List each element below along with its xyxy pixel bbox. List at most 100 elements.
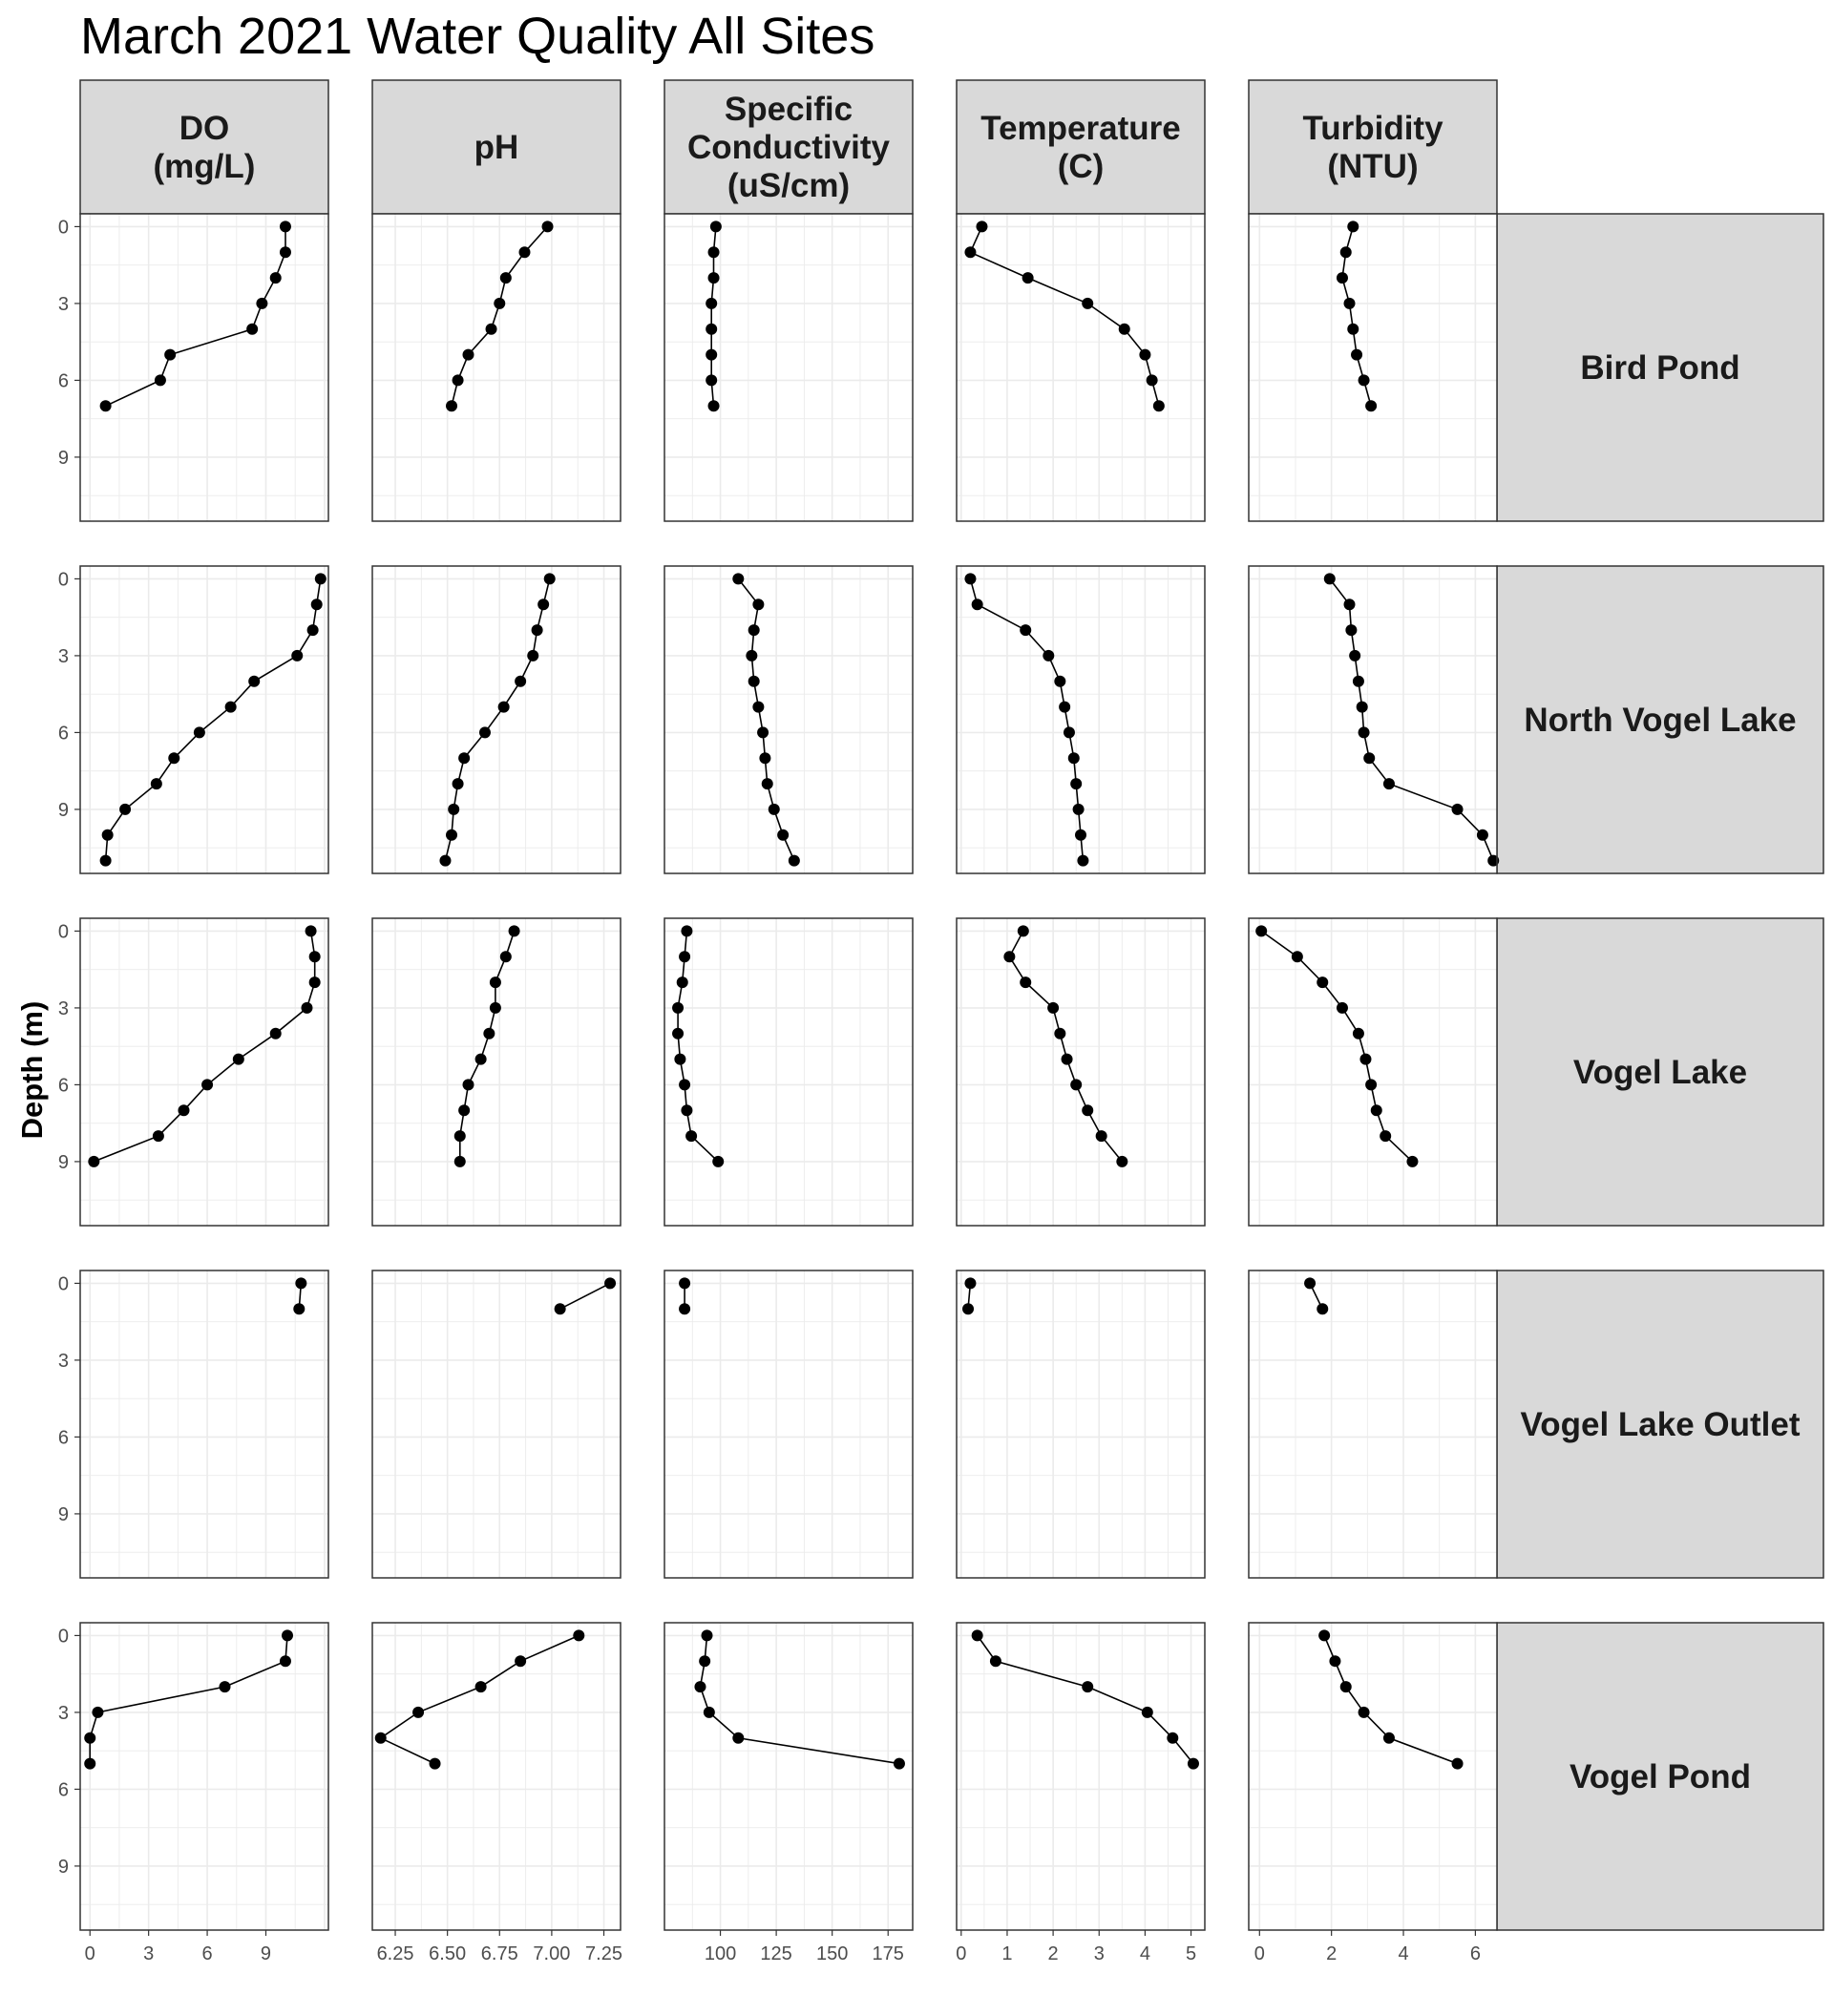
data-point <box>706 374 718 387</box>
data-point <box>453 1130 466 1143</box>
panel-border <box>956 1270 1206 1579</box>
data-point <box>515 675 527 687</box>
profile-line <box>94 931 316 1163</box>
data-point <box>1382 1732 1395 1744</box>
x-tick-label: 125 <box>760 1943 791 1964</box>
data-point <box>706 348 718 361</box>
data-point <box>679 1079 691 1091</box>
panel-border <box>956 565 1206 874</box>
data-point <box>515 1655 527 1668</box>
data-point <box>748 675 760 687</box>
data-point <box>1451 803 1464 815</box>
data-point <box>1152 400 1165 412</box>
data-point <box>489 976 501 989</box>
data-point <box>152 1130 164 1143</box>
panel-border <box>1248 213 1498 522</box>
data-point <box>679 951 691 963</box>
data-point <box>712 1155 725 1167</box>
x-tick-label: 3 <box>143 1943 154 1964</box>
data-point <box>291 649 304 662</box>
y-tick-label: 9 <box>58 800 69 821</box>
data-point <box>1329 1655 1341 1668</box>
panel-border <box>371 1622 622 1931</box>
data-point <box>164 348 177 361</box>
x-tick-label: 6 <box>202 1943 213 1964</box>
data-point <box>293 1303 306 1315</box>
x-tick-label: 0 <box>85 1943 95 1964</box>
data-point <box>474 1681 487 1693</box>
column-strip-label: (C) <box>1058 148 1105 185</box>
x-tick-label: 2 <box>1048 1943 1059 1964</box>
facet-panel <box>371 565 622 874</box>
facet-panel <box>79 917 329 1227</box>
x-tick-label: 1 <box>1001 1943 1012 1964</box>
data-point <box>168 752 180 765</box>
facet-panel <box>664 213 914 522</box>
data-point <box>92 1706 104 1718</box>
x-tick-label: 6.75 <box>481 1943 518 1964</box>
data-point <box>1072 803 1085 815</box>
panel-background <box>80 214 328 521</box>
data-point <box>1336 272 1348 284</box>
data-point <box>88 1155 100 1167</box>
panel-border <box>79 1622 329 1931</box>
row-strip-label: Vogel Pond <box>1570 1758 1751 1796</box>
data-point <box>1359 1053 1372 1065</box>
data-point <box>1351 348 1363 361</box>
y-tick-label: 3 <box>58 1703 69 1724</box>
data-point <box>1116 1155 1128 1167</box>
data-point <box>768 803 780 815</box>
facet-panel <box>1248 1270 1498 1579</box>
data-point <box>478 726 491 739</box>
facet-panel <box>956 1270 1206 1579</box>
row-strip-label: North Vogel Lake <box>1524 702 1796 739</box>
y-tick-label: 9 <box>58 1504 69 1525</box>
data-point <box>573 1629 585 1642</box>
data-point <box>707 246 720 259</box>
data-point <box>1139 348 1151 361</box>
data-point <box>971 598 983 611</box>
panel-border <box>1248 565 1498 874</box>
panel-border <box>1248 1270 1498 1579</box>
column-strip-label: Specific <box>725 91 853 128</box>
facet-panel <box>664 1622 914 1931</box>
data-point <box>474 1053 487 1065</box>
data-point <box>1070 1079 1083 1091</box>
y-tick-label: 3 <box>58 646 69 667</box>
data-point <box>541 220 554 233</box>
panel-background <box>372 1270 621 1578</box>
column-strip <box>956 79 1206 215</box>
data-point <box>295 1277 307 1290</box>
data-point <box>1255 925 1268 937</box>
panel-background <box>1249 918 1497 1226</box>
facet-panel <box>79 1270 329 1579</box>
facet-panel <box>664 917 914 1227</box>
row-strip <box>1496 213 1824 522</box>
data-point <box>1317 1303 1329 1315</box>
data-point <box>1363 752 1376 765</box>
x-tick-label: 6.50 <box>429 1943 466 1964</box>
data-point <box>1352 675 1364 687</box>
data-point <box>462 348 474 361</box>
y-tick-label: 3 <box>58 1351 69 1372</box>
data-point <box>256 297 268 309</box>
facet-panel <box>664 1270 914 1579</box>
data-point <box>679 1277 691 1290</box>
data-point <box>1487 854 1500 867</box>
data-point <box>1343 297 1356 309</box>
data-point <box>748 624 760 637</box>
data-point <box>1318 1629 1331 1642</box>
data-point <box>681 1104 693 1117</box>
facet-panel <box>371 1270 622 1579</box>
y-tick-label: 9 <box>58 448 69 469</box>
data-point <box>893 1757 905 1770</box>
data-point <box>1082 297 1094 309</box>
panel-background <box>957 1623 1205 1930</box>
data-point <box>452 374 464 387</box>
data-point <box>99 400 112 412</box>
facet-panel <box>956 917 1206 1227</box>
data-point <box>1020 976 1032 989</box>
panel-background <box>80 566 328 873</box>
profile-line <box>379 1634 579 1765</box>
